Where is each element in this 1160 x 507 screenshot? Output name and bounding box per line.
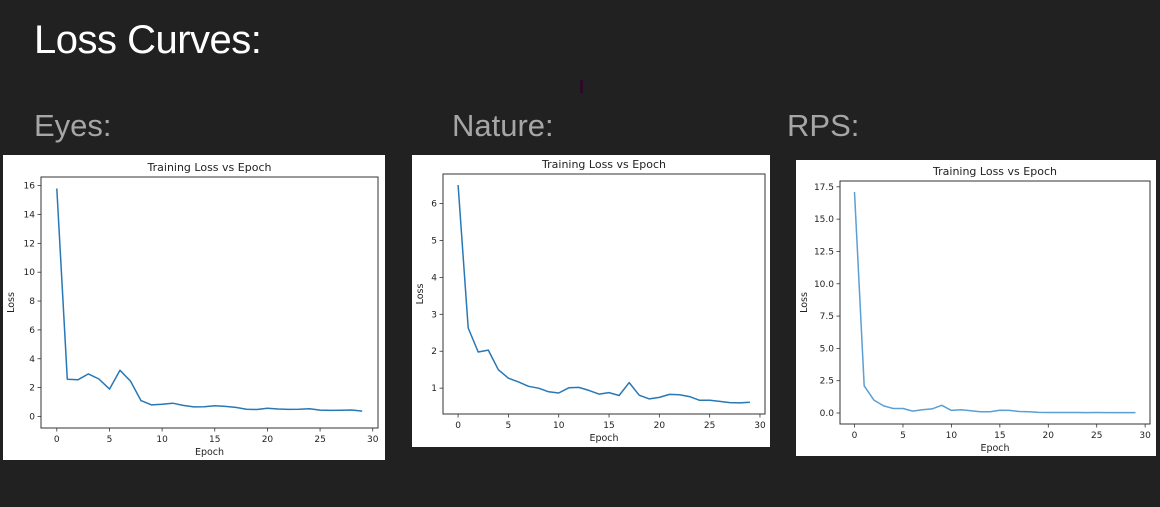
x-tick-label: 30: [754, 421, 766, 431]
loss-line: [457, 185, 750, 404]
y-tick-label: 4: [29, 355, 35, 365]
y-axis-label: Loss: [6, 292, 17, 313]
x-axis-label: Epoch: [195, 447, 224, 458]
y-tick-label: 3: [431, 310, 437, 320]
y-tick-label: 1: [431, 384, 437, 394]
section-label-eyes: Eyes:: [34, 108, 112, 143]
y-tick-label: 5: [431, 236, 437, 246]
x-tick-label: 20: [654, 421, 666, 431]
plot-frame: [40, 176, 379, 429]
x-tick-label: 10: [156, 435, 168, 445]
x-tick-label: 15: [994, 431, 1005, 441]
x-tick-label: 15: [603, 421, 614, 431]
x-tick-label: 5: [506, 421, 512, 431]
x-axis-label: Epoch: [980, 443, 1009, 454]
y-tick-label: 2: [29, 384, 35, 394]
x-tick-label: 5: [900, 431, 906, 441]
y-axis-label: Loss: [415, 284, 426, 305]
x-tick-label: 10: [553, 421, 565, 431]
x-tick-label: 20: [1043, 431, 1055, 441]
x-tick-label: 25: [1091, 431, 1102, 441]
x-tick-label: 25: [704, 421, 715, 431]
plot-frame: [442, 173, 766, 415]
y-tick-label: 14: [24, 211, 36, 221]
x-tick-label: 20: [262, 435, 274, 445]
chart-nature: Training Loss vs Epoch 0 5 10 15 20 25 30 1 2 3 4 5 6…: [412, 155, 770, 447]
y-axis-label: Loss: [799, 292, 810, 313]
loss-line: [853, 191, 1136, 414]
y-tick-label: 0.0: [820, 409, 835, 419]
x-tick-label: 0: [54, 435, 60, 445]
chart-title: Training Loss vs Epoch: [147, 161, 272, 174]
x-tick-label: 30: [1139, 431, 1151, 441]
y-tick-label: 17.5: [814, 183, 834, 193]
x-tick-label: 5: [107, 435, 113, 445]
plot-frame: [839, 180, 1151, 425]
chart-title: Training Loss vs Epoch: [932, 165, 1057, 178]
chart-rps: Training Loss vs Epoch 0 5 10 15 20 25 30 0.0 2.5…: [796, 160, 1156, 456]
y-tick-label: 2: [431, 347, 437, 357]
y-tick-label: 16: [24, 182, 36, 192]
section-label-rps: RPS:: [787, 108, 860, 143]
y-tick-label: 6: [29, 326, 35, 336]
loss-line: [56, 188, 363, 412]
x-tick-label: 25: [314, 435, 325, 445]
y-tick-label: 12: [24, 239, 35, 249]
x-axis-label: Epoch: [589, 433, 618, 444]
y-tick-label: 6: [431, 200, 437, 210]
x-tick-label: 0: [455, 421, 461, 431]
y-tick-label: 15.0: [814, 215, 834, 225]
y-tick-label: 10: [24, 268, 36, 278]
cursor-mark: [580, 80, 583, 93]
chart-title: Training Loss vs Epoch: [541, 158, 666, 171]
x-tick-label: 15: [209, 435, 220, 445]
y-tick-label: 7.5: [820, 312, 834, 322]
section-label-nature: Nature:: [452, 108, 554, 143]
y-tick-label: 12.5: [814, 247, 834, 257]
y-tick-label: 2.5: [820, 377, 834, 387]
slide-title: Loss Curves:: [34, 18, 262, 62]
y-tick-label: 5.0: [820, 344, 835, 354]
y-tick-label: 4: [431, 273, 437, 283]
y-tick-label: 10.0: [814, 280, 834, 290]
chart-eyes: Training Loss vs Epoch 0 5 10 15 20 25 30 0 2 4 6 8 1…: [3, 155, 385, 460]
y-tick-label: 8: [29, 297, 35, 307]
x-tick-label: 10: [946, 431, 958, 441]
y-tick-label: 0: [29, 412, 35, 422]
x-tick-label: 0: [852, 431, 858, 441]
x-tick-label: 30: [367, 435, 379, 445]
